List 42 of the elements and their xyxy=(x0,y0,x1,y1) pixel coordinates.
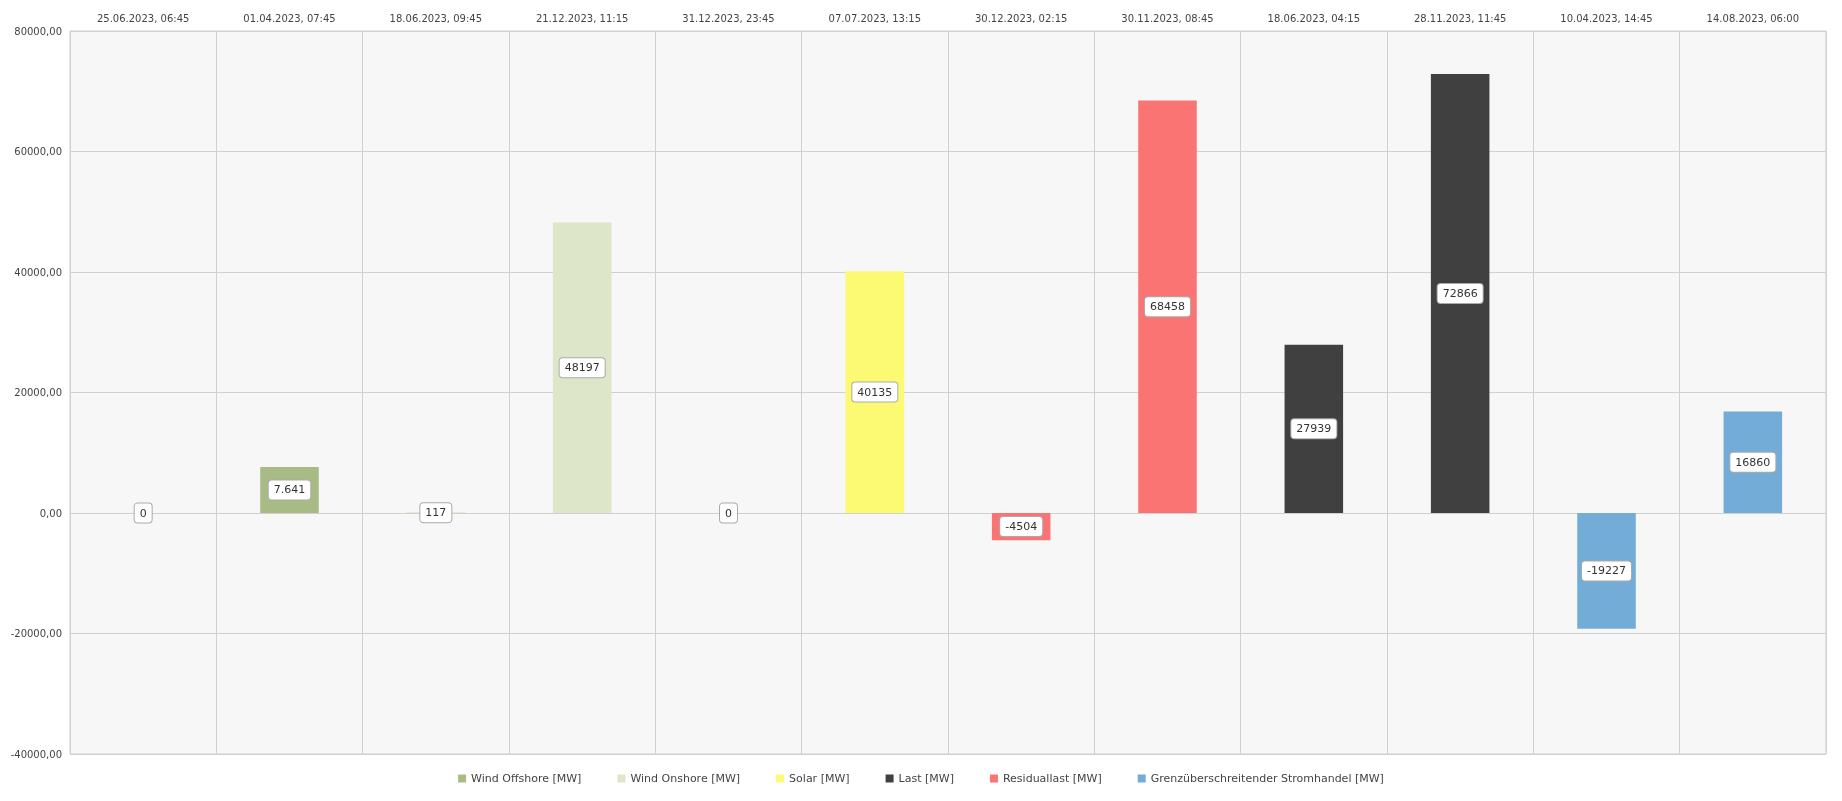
bar xyxy=(1138,100,1197,513)
data-label: 27939 xyxy=(1296,422,1332,436)
data-label: 117 xyxy=(425,506,447,520)
data-label: 72866 xyxy=(1442,286,1478,300)
x-tick-label: 18.06.2023, 09:45 xyxy=(389,12,483,24)
x-tick-label: 18.06.2023, 04:15 xyxy=(1267,12,1361,24)
data-label: 16860 xyxy=(1735,455,1771,469)
data-label: 0 xyxy=(725,506,732,520)
x-tick-label: 21.12.2023, 11:15 xyxy=(535,12,629,24)
y-tick-label: 60000,00 xyxy=(14,146,62,157)
legend-label: Residuallast [MW] xyxy=(1002,772,1102,785)
legend-label: Wind Onshore [MW] xyxy=(630,772,741,785)
bar xyxy=(1430,73,1490,513)
bar xyxy=(845,271,905,513)
data-label: 68458 xyxy=(1150,300,1185,314)
legend-label: Wind Offshore [MW] xyxy=(471,772,582,785)
x-tick-label: 01.04.2023, 07:45 xyxy=(243,12,336,24)
bar xyxy=(1284,344,1344,513)
y-tick-label: 40000,00 xyxy=(14,266,62,278)
y-tick-label: -20000,00 xyxy=(10,628,62,639)
legend-label: Solar [MW] xyxy=(789,772,850,785)
x-tick-label: 07.07.2023, 13:15 xyxy=(828,12,922,24)
y-tick-label: 80000,00 xyxy=(14,25,62,37)
x-tick-label: 25.06.2023, 06:45 xyxy=(96,12,190,24)
data-label: 0 xyxy=(139,506,147,520)
y-tick-label: 20000,00 xyxy=(14,387,62,398)
x-tick-label: 28.11.2023, 11:45 xyxy=(1413,12,1507,24)
y-tick-label: 0,00 xyxy=(39,507,62,519)
x-tick-label: 30.12.2023, 02:15 xyxy=(974,12,1068,24)
bar xyxy=(552,222,612,513)
data-label: 48197 xyxy=(564,361,600,375)
legend-label: Last [MW] xyxy=(898,772,954,785)
x-tick-label: 30.11.2023, 08:45 xyxy=(1121,12,1214,24)
data-label: -19227 xyxy=(1587,564,1626,578)
x-tick-label: 10.04.2023, 14:45 xyxy=(1560,12,1653,24)
y-tick-label: -40000,00 xyxy=(10,748,62,760)
data-label: -4504 xyxy=(1005,520,1038,534)
x-tick-label: 31.12.2023, 23:45 xyxy=(682,12,775,24)
data-label: 40135 xyxy=(857,385,893,399)
x-tick-label: 14.08.2023, 06:00 xyxy=(1706,12,1800,24)
legend-label: Grenzüberschreitender Stromhandel [MW] xyxy=(1150,772,1384,785)
data-label: 7.641 xyxy=(273,483,306,497)
